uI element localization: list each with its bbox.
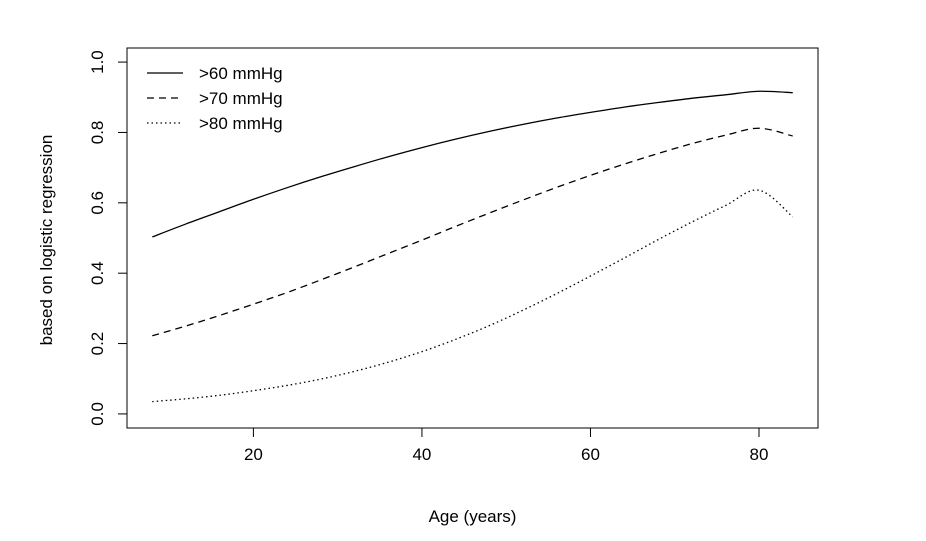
legend-label: >80 mmHg (199, 114, 283, 133)
y-tick-label: 1.0 (88, 50, 107, 74)
series-layer (152, 90, 794, 403)
x-tick-label: 20 (244, 445, 263, 464)
y-axis-label: based on logistic regression (37, 135, 56, 346)
y-tick-label: 0.0 (88, 402, 107, 426)
x-tick-label: 60 (581, 445, 600, 464)
y-axis: 0.0 0.2 0.4 0.6 0.8 1.0 (88, 50, 128, 426)
series-line-dotted (152, 189, 794, 403)
x-tick-label: 40 (412, 445, 431, 464)
x-axis-label: Age (years) (429, 507, 517, 526)
legend-label: >70 mmHg (199, 89, 283, 108)
series-line-solid (152, 90, 793, 238)
series-line-dashed (152, 127, 793, 337)
y-tick-label: 0.4 (88, 261, 107, 285)
x-tick-label: 80 (750, 445, 769, 464)
y-tick-label: 0.6 (88, 191, 107, 215)
x-axis: 20 40 60 80 (244, 427, 769, 464)
legend: >60 mmHg >70 mmHg >80 mmHg (147, 64, 283, 133)
y-tick-label: 0.8 (88, 121, 107, 145)
y-tick-label: 0.2 (88, 332, 107, 356)
legend-label: >60 mmHg (199, 64, 283, 83)
